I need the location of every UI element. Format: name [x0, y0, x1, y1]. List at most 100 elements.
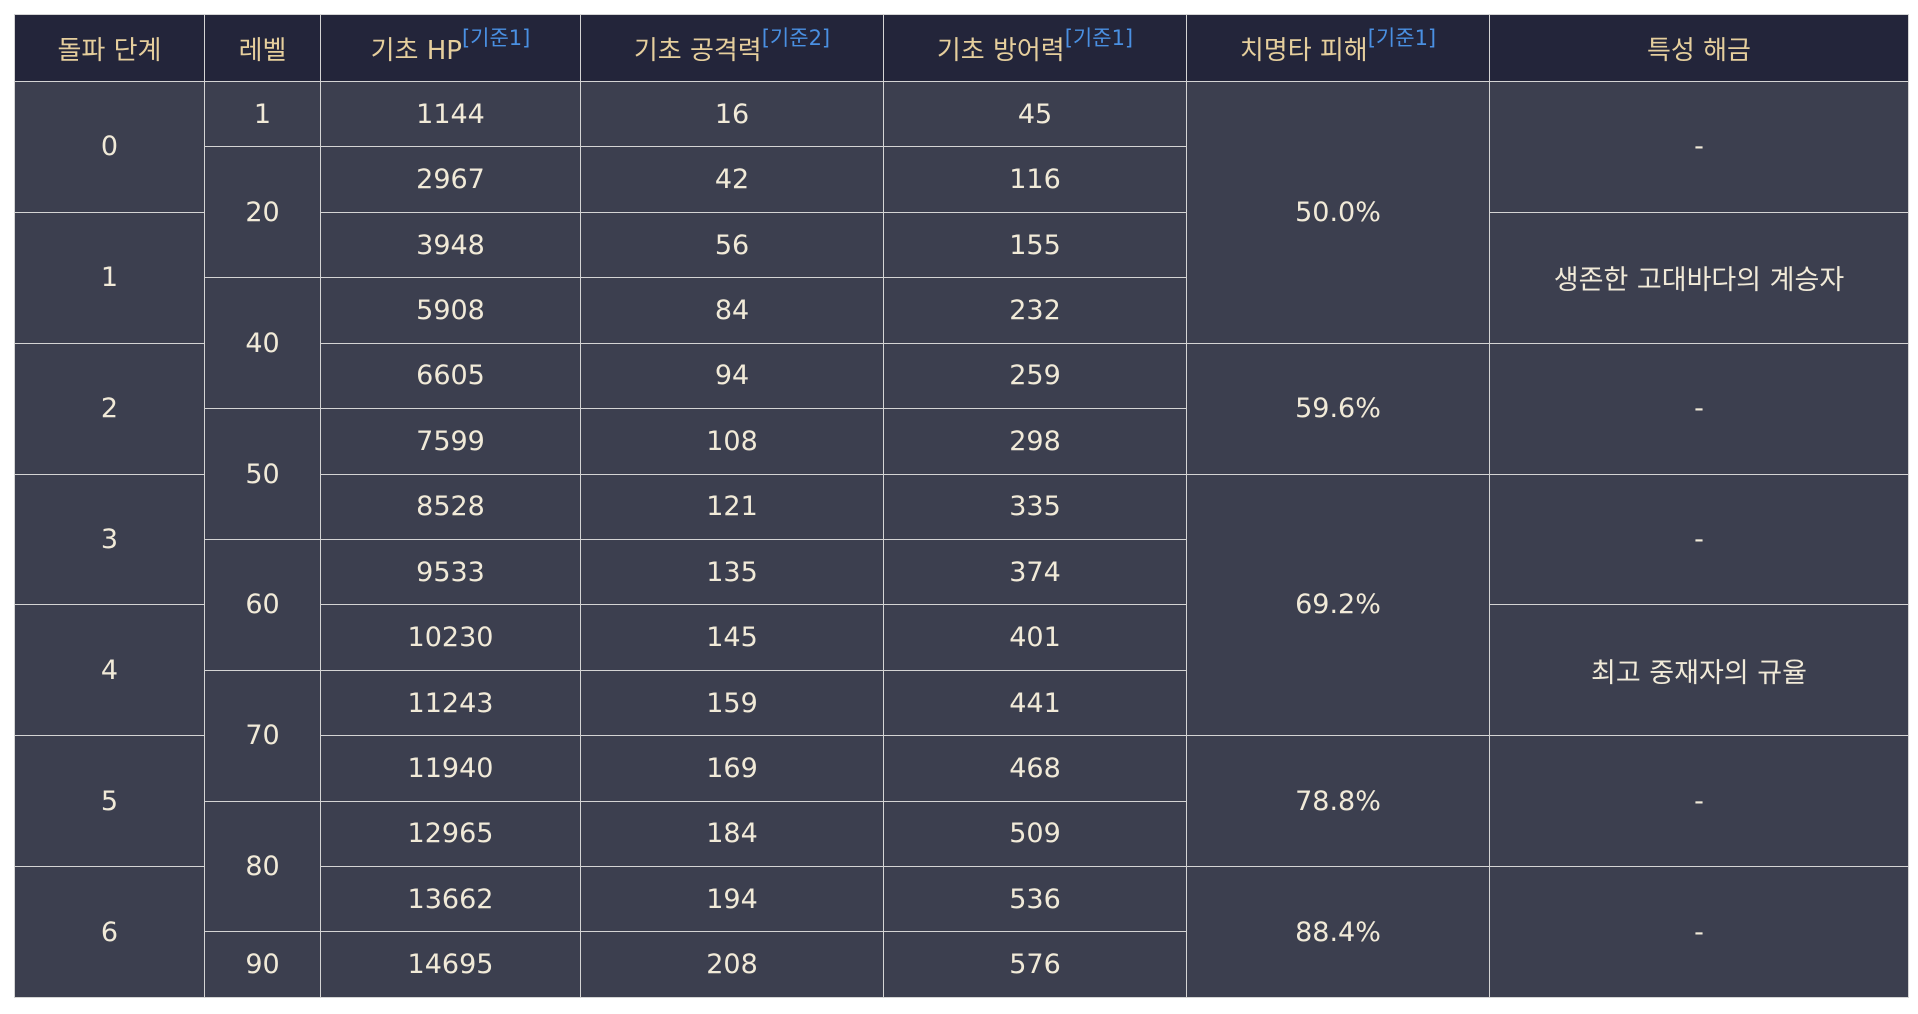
- trait-cell: -: [1489, 342, 1909, 475]
- crit-cell: 69.2%: [1186, 473, 1490, 737]
- atk-footnote-link[interactable]: [기준2]: [761, 25, 831, 50]
- def-cell: 232: [883, 277, 1187, 344]
- header-hp-label: 기초 HP: [370, 35, 462, 66]
- level-cell: 80: [204, 800, 321, 933]
- table-row: 2 6605 94 259 59.6% -: [14, 342, 1909, 475]
- crit-footnote-link[interactable]: [기준1]: [1367, 25, 1437, 50]
- hp-cell: 8528: [320, 473, 581, 540]
- table-row: 80 12965 184 509: [15, 800, 1909, 933]
- stage-cell: 0: [14, 81, 205, 213]
- atk-cell: 159: [580, 669, 884, 737]
- table-row: 6 13662 194 536 88.4% -: [14, 866, 1909, 998]
- hp-cell: 1144: [320, 80, 581, 148]
- table-row: 3 8528 121 335 69.2% -: [14, 473, 1909, 737]
- hp-cell: 12965: [320, 800, 581, 868]
- crit-cell: 78.8%: [1186, 735, 1490, 868]
- atk-cell: 135: [580, 538, 884, 606]
- stage-cell: 5: [14, 735, 205, 868]
- header-stage: 돌파 단계: [14, 14, 205, 82]
- stage-cell: 4: [14, 604, 205, 737]
- table-row: 1 3948 56 155 생존한 고대바다의 계승자: [14, 211, 1909, 344]
- table-row: 50 7599 108 298: [15, 408, 1909, 540]
- header-crit-label: 치명타 피해: [1239, 35, 1368, 66]
- atk-cell: 121: [580, 473, 884, 540]
- hp-footnote-link[interactable]: [기준1]: [461, 25, 531, 50]
- table-row: 5 11940 169 468 78.8% -: [14, 735, 1909, 868]
- trait-cell: -: [1489, 473, 1909, 606]
- hp-cell: 9533: [320, 538, 581, 606]
- header-atk-label: 기초 공격력: [633, 35, 762, 66]
- header-crit: 치명타 피해[기준1]: [1186, 14, 1490, 82]
- header-row: 돌파 단계 레벨 기초 HP[기준1] 기초 공격력[기준2] 기초 방어력[기…: [14, 14, 1909, 82]
- header-hp: 기초 HP[기준1]: [320, 14, 581, 82]
- header-level: 레벨: [204, 14, 321, 82]
- trait-cell: 최고 중재자의 규율: [1489, 604, 1909, 737]
- def-cell: 441: [883, 669, 1187, 737]
- table-row: 60 9533 135 374: [15, 538, 1909, 671]
- atk-cell: 94: [580, 342, 884, 410]
- atk-cell: 42: [580, 146, 884, 213]
- def-footnote-link[interactable]: [기준1]: [1064, 25, 1134, 50]
- atk-cell: 56: [580, 211, 884, 279]
- header-def: 기초 방어력[기준1]: [883, 14, 1187, 82]
- atk-cell: 184: [580, 800, 884, 868]
- stage-cell: 2: [14, 342, 205, 475]
- def-cell: 45: [883, 80, 1187, 148]
- level-cell: 60: [204, 538, 321, 671]
- atk-cell: 84: [580, 277, 884, 344]
- trait-cell: 생존한 고대바다의 계승자: [1489, 211, 1909, 344]
- stage-cell: 3: [14, 473, 205, 606]
- atk-cell: 16: [580, 80, 884, 148]
- atk-cell: 169: [580, 735, 884, 802]
- def-cell: 401: [883, 604, 1187, 671]
- level-cell: 70: [204, 669, 321, 802]
- trait-cell: -: [1489, 866, 1909, 998]
- def-cell: 116: [883, 146, 1187, 213]
- hp-cell: 10230: [320, 604, 581, 671]
- hp-cell: 11243: [320, 669, 581, 737]
- def-cell: 536: [883, 866, 1187, 933]
- stats-table: 돌파 단계 레벨 기초 HP[기준1] 기초 공격력[기준2] 기초 방어력[기…: [14, 14, 1909, 998]
- def-cell: 298: [883, 408, 1187, 475]
- stage-cell: 6: [14, 866, 205, 998]
- hp-cell: 5908: [320, 277, 581, 344]
- table-row: 20 2967 42 116: [15, 146, 1909, 279]
- header-atk: 기초 공격력[기준2]: [580, 14, 884, 82]
- atk-cell: 208: [580, 931, 884, 998]
- crit-cell: 59.6%: [1186, 342, 1490, 475]
- level-cell: 40: [204, 277, 321, 410]
- hp-cell: 13662: [320, 866, 581, 933]
- def-cell: 468: [883, 735, 1187, 802]
- level-cell: 90: [204, 931, 321, 998]
- hp-cell: 7599: [320, 408, 581, 475]
- def-cell: 576: [883, 931, 1187, 998]
- def-cell: 155: [883, 211, 1187, 279]
- def-cell: 509: [883, 800, 1187, 868]
- table-row: 0 1 1144 16 45 50.0% -: [14, 80, 1909, 344]
- table-row: 4 10230 145 401 최고 중재자의 규율: [14, 604, 1909, 737]
- table-row: 90 14695 208 576: [15, 931, 1909, 998]
- hp-cell: 6605: [320, 342, 581, 410]
- trait-cell: -: [1489, 735, 1909, 868]
- trait-cell: -: [1489, 81, 1909, 213]
- def-cell: 335: [883, 473, 1187, 540]
- level-cell: 1: [204, 80, 321, 148]
- hp-cell: 2967: [320, 146, 581, 213]
- hp-cell: 3948: [320, 211, 581, 279]
- stage-cell: 1: [14, 211, 205, 344]
- level-cell: 20: [204, 146, 321, 279]
- table-row: 70 11243 159 441: [15, 669, 1909, 802]
- header-trait: 특성 해금: [1489, 14, 1909, 82]
- atk-cell: 108: [580, 408, 884, 475]
- def-cell: 259: [883, 342, 1187, 410]
- hp-cell: 14695: [320, 931, 581, 998]
- def-cell: 374: [883, 538, 1187, 606]
- hp-cell: 11940: [320, 735, 581, 802]
- level-cell: 50: [204, 408, 321, 540]
- header-def-label: 기초 방어력: [936, 35, 1065, 66]
- atk-cell: 194: [580, 866, 884, 933]
- table-row: 40 5908 84 232: [15, 277, 1909, 410]
- atk-cell: 145: [580, 604, 884, 671]
- crit-cell: 50.0%: [1186, 81, 1490, 344]
- crit-cell: 88.4%: [1186, 866, 1490, 998]
